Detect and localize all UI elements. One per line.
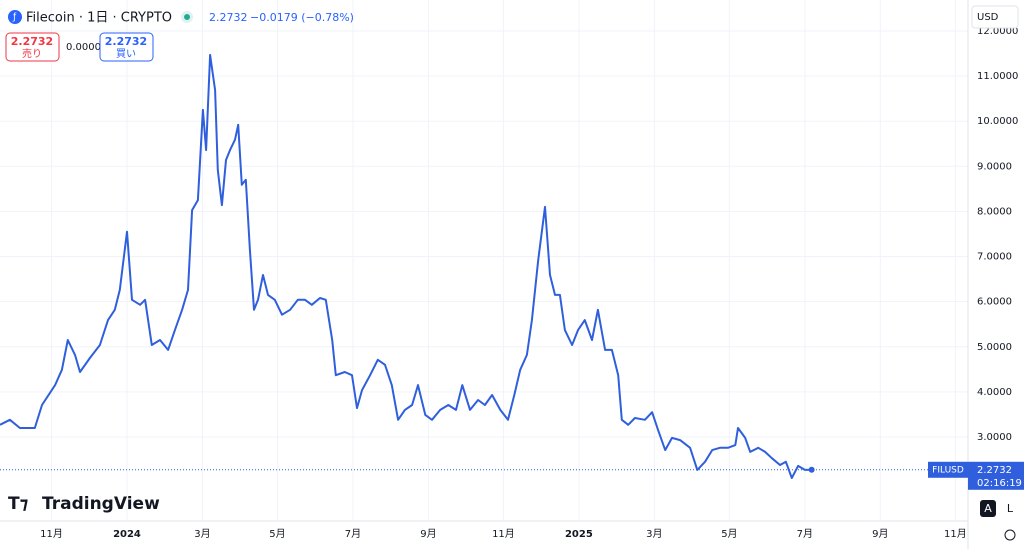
auto-label: A [984, 502, 992, 515]
header-change: −0.0179 (−0.78%) [250, 11, 354, 24]
y-tick-label: 8.0000 [977, 206, 1012, 217]
x-tick-label: 2024 [113, 529, 141, 540]
settings-icon[interactable] [1004, 529, 1016, 541]
currency: USD [977, 12, 999, 23]
sell-button[interactable] [5, 32, 60, 62]
x-tick-label: 5月 [269, 528, 285, 540]
last-point [808, 466, 815, 473]
y-tick-label: 4.0000 [977, 387, 1012, 398]
sell-price: 2.2732 [11, 35, 53, 48]
market-status-dot [184, 14, 190, 20]
y-tick-label: 6.0000 [977, 297, 1012, 308]
auto-button[interactable] [980, 500, 996, 517]
x-tick-label: 2025 [565, 529, 593, 540]
currency-button[interactable] [971, 5, 1019, 29]
price-tag-price: 2.2732 [977, 465, 1012, 476]
brand[interactable]: TradingView [42, 494, 160, 514]
axes: 3.0000 4.0000 5.0000 6.0000 7.0000 8.0000 9.00… [40, 26, 1024, 540]
buy-label: 買い [116, 48, 136, 60]
x-tick-label: 9月 [420, 528, 436, 540]
logo-mark: T⁊ [8, 494, 28, 514]
x-tick-label: 7月 [345, 528, 361, 540]
y-tick-label: 11.0000 [977, 71, 1018, 82]
buy-price: 2.2732 [105, 35, 147, 48]
x-tick-label: 3月 [194, 528, 210, 540]
y-tick-label: 5.0000 [977, 342, 1012, 353]
x-tick-label: 11月 [40, 528, 63, 540]
y-tick-label: 7.0000 [977, 252, 1012, 263]
log-label[interactable]: L [1007, 502, 1014, 515]
buy-button[interactable] [99, 32, 154, 62]
x-tick-label: 5月 [721, 528, 737, 540]
y-tick-label: 12.0000 [977, 26, 1018, 37]
plot [0, 53, 968, 479]
y-tick-label: 10.0000 [977, 116, 1018, 127]
symbol-tag-label: FILUSD [932, 465, 964, 475]
x-tick-label: 3月 [646, 528, 662, 540]
symbol-title[interactable]: Filecoin · 1日 · CRYPTO [26, 11, 172, 26]
price-line [0, 53, 812, 479]
spread: 0.0000 [66, 42, 101, 53]
symbol-icon-glyph: ƒ [12, 13, 17, 23]
x-tick-label: 11月 [492, 528, 515, 540]
price-tag-countdown: 02:16:19 [977, 478, 1022, 489]
y-tick-label: 9.0000 [977, 161, 1012, 172]
y-tick-label: 3.0000 [977, 432, 1012, 443]
symbol-tag [928, 461, 968, 478]
header-price: 2.2732 [209, 11, 248, 24]
price-tag [968, 461, 1024, 490]
grid [0, 0, 968, 520]
sell-label: 売り [22, 47, 42, 60]
x-tick-label: 9月 [872, 528, 888, 540]
symbol-icon [8, 10, 22, 24]
x-tick-label: 7月 [797, 528, 813, 540]
x-tick-label: 11月 [944, 528, 967, 540]
